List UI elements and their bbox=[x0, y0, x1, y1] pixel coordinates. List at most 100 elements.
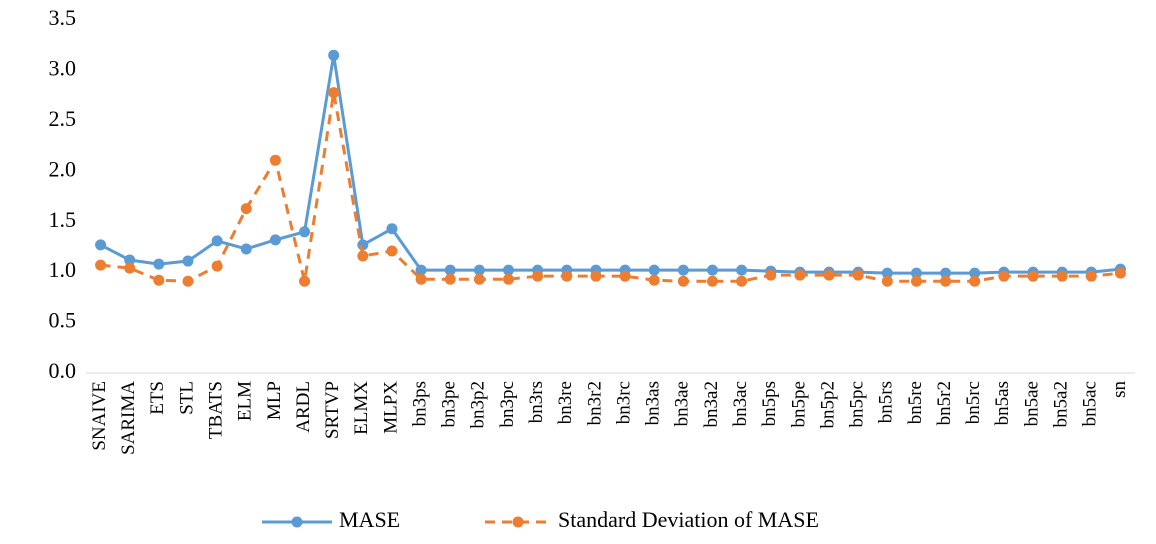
marker bbox=[240, 203, 252, 215]
marker bbox=[736, 275, 748, 287]
x-tick-label: ELM bbox=[235, 381, 256, 421]
marker bbox=[240, 243, 252, 255]
series-line bbox=[99, 55, 1121, 275]
marker bbox=[269, 154, 281, 166]
marker bbox=[503, 273, 515, 285]
marker bbox=[182, 275, 194, 287]
x-tick-label: bn5re bbox=[905, 381, 926, 424]
x-tick-label: bn3r2 bbox=[584, 381, 605, 425]
marker bbox=[95, 259, 107, 271]
x-tick-label: bn3ae bbox=[672, 381, 693, 426]
marker bbox=[357, 250, 369, 262]
x-tick-label: bn3rs bbox=[526, 381, 547, 423]
marker bbox=[211, 235, 223, 247]
marker bbox=[1114, 267, 1126, 279]
y-tick-label: 1.0 bbox=[49, 257, 77, 282]
x-tick-label: TBATS bbox=[205, 381, 226, 439]
y-tick-label: 0.0 bbox=[49, 358, 77, 383]
marker bbox=[211, 260, 223, 272]
x-tick-label: MLPX bbox=[380, 381, 401, 434]
x-tick-label: bn5a2 bbox=[1051, 381, 1072, 427]
marker bbox=[1085, 270, 1097, 282]
x-tick-label: ELMX bbox=[351, 381, 372, 435]
marker bbox=[386, 223, 398, 235]
x-tick-label: bn5pc bbox=[847, 381, 868, 427]
marker bbox=[153, 258, 165, 270]
legend-marker bbox=[291, 516, 303, 528]
marker bbox=[852, 269, 864, 281]
marker bbox=[473, 273, 485, 285]
x-tick-label: bn5rc bbox=[963, 381, 984, 424]
marker bbox=[473, 264, 485, 276]
marker bbox=[124, 254, 136, 266]
marker bbox=[910, 267, 922, 279]
marker bbox=[969, 267, 981, 279]
marker bbox=[590, 270, 602, 282]
y-tick-label: 3.5 bbox=[49, 5, 77, 30]
x-tick-label: bn5r2 bbox=[934, 381, 955, 425]
y-tick-label: 2.0 bbox=[49, 156, 77, 181]
x-tick-label: bn3as bbox=[643, 381, 664, 425]
x-tick-label: bn3ps bbox=[409, 381, 430, 426]
y-tick-label: 3.0 bbox=[49, 55, 77, 80]
marker bbox=[269, 234, 281, 246]
marker bbox=[794, 269, 806, 281]
legend-marker bbox=[512, 516, 524, 528]
x-tick-label: bn3a2 bbox=[701, 381, 722, 427]
marker bbox=[940, 267, 952, 279]
marker bbox=[940, 275, 952, 287]
x-tick-label: bn3re bbox=[555, 381, 576, 424]
marker bbox=[561, 270, 573, 282]
marker bbox=[503, 264, 515, 276]
x-tick-label: SNAIVE bbox=[89, 381, 110, 451]
x-tick-label: SRTVP bbox=[322, 381, 343, 439]
legend-label: MASE bbox=[339, 507, 400, 532]
marker bbox=[299, 226, 311, 238]
y-tick-label: 1.5 bbox=[49, 207, 77, 232]
y-tick-label: 0.5 bbox=[49, 308, 77, 333]
x-tick-label: ETS bbox=[147, 381, 168, 415]
marker bbox=[706, 264, 718, 276]
marker bbox=[677, 275, 689, 287]
marker bbox=[648, 274, 660, 286]
marker bbox=[881, 267, 893, 279]
x-tick-label: ARDL bbox=[293, 381, 314, 433]
marker bbox=[969, 275, 981, 287]
x-tick-label: bn5p2 bbox=[817, 381, 838, 429]
marker bbox=[386, 245, 398, 257]
y-tick-label: 2.5 bbox=[49, 106, 77, 131]
x-tick-label: bn5ps bbox=[759, 381, 780, 426]
marker bbox=[823, 269, 835, 281]
marker bbox=[677, 264, 689, 276]
x-tick-label: bn5rs bbox=[876, 381, 897, 423]
marker bbox=[765, 269, 777, 281]
x-tick-label: MLP bbox=[264, 381, 285, 420]
marker bbox=[532, 270, 544, 282]
x-tick-label: sn bbox=[1109, 381, 1130, 398]
marker bbox=[153, 274, 165, 286]
marker bbox=[881, 275, 893, 287]
x-tick-label: bn3ac bbox=[730, 381, 751, 426]
marker bbox=[328, 49, 340, 61]
marker bbox=[736, 264, 748, 276]
marker bbox=[444, 273, 456, 285]
marker bbox=[415, 264, 427, 276]
x-tick-label: bn5ac bbox=[1080, 381, 1101, 426]
marker bbox=[95, 239, 107, 251]
marker bbox=[706, 275, 718, 287]
marker bbox=[910, 275, 922, 287]
marker bbox=[415, 273, 427, 285]
marker bbox=[648, 264, 660, 276]
marker bbox=[124, 262, 136, 274]
legend-label: Standard Deviation of MASE bbox=[558, 507, 819, 532]
x-tick-label: bn3pc bbox=[497, 381, 518, 427]
marker bbox=[299, 275, 311, 287]
x-tick-label: SARIMA bbox=[118, 381, 139, 455]
marker bbox=[998, 270, 1010, 282]
marker bbox=[1027, 270, 1039, 282]
marker bbox=[328, 87, 340, 99]
marker bbox=[182, 255, 194, 267]
marker bbox=[1056, 270, 1068, 282]
marker bbox=[444, 264, 456, 276]
